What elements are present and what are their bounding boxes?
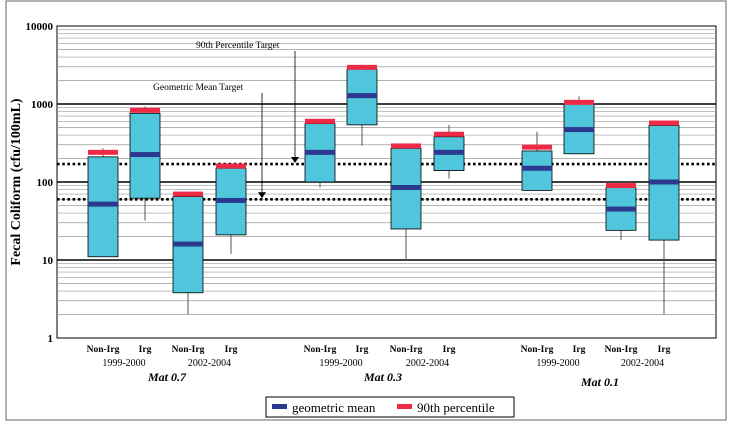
p90-marker [522,144,552,150]
p90-marker [649,120,679,126]
target-lines [57,162,716,201]
geomean-marker [173,241,203,247]
y-tick-label: 1 [48,333,54,345]
annotation-geomean-target: Geometric Mean Target [153,83,244,93]
site-label: Mat 0.3 [363,370,402,384]
p90-marker [606,183,636,189]
geomean-marker [130,152,160,158]
category-label: Non-Irg [87,345,120,355]
period-label: 1999-2000 [536,358,579,369]
box-plots [87,64,680,315]
labels: Non-Irg Irg Non-Irg Irg Non-Irg Irg Non-Irg Irg… [87,41,671,389]
legend-label-p90: 90th percentile [417,400,495,415]
geomean-marker [649,179,679,185]
period-label: 2002-2004 [188,358,231,369]
p90-marker [564,99,594,105]
y-tick-label: 100 [37,177,54,189]
category-label: Irg [573,345,586,355]
category-label: Non-Irg [304,345,337,355]
geomean-marker [347,93,377,99]
legend: geometric mean 90th percentile [265,396,515,418]
y-tick-label: 1000 [31,99,54,111]
category-label: Irg [443,345,456,355]
geomean-marker [564,127,594,133]
period-label: 1999-2000 [319,358,362,369]
y-tick-label: 10 [42,255,54,267]
annotation-arrowhead [258,192,266,199]
axes: 1 10 100 1000 10000 Fecal Coliform (cfu/100mL… [9,21,54,345]
category-label: Non-Irg [172,345,205,355]
category-label: Non-Irg [390,345,423,355]
geomean-marker [305,149,335,155]
annotation-90th-target: 90th Percentile Target [196,41,280,51]
category-label: Non-Irg [521,345,554,355]
y-axis-title: Fecal Coliform (cfu/100mL) [9,98,24,266]
p90-marker [347,64,377,70]
category-label: Irg [356,345,369,355]
box [87,156,119,258]
period-label: 2002-2004 [621,358,664,369]
geomean-marker [522,165,552,171]
legend-swatch-geomean [272,404,287,409]
geomean-marker [88,201,118,207]
category-label: Irg [139,345,152,355]
geomean-marker [216,197,246,203]
y-tick-label: 10000 [26,21,54,33]
category-label: Non-Irg [605,345,638,355]
geomean-marker [391,185,421,191]
period-label: 2002-2004 [406,358,449,369]
grid-lines [56,25,717,339]
p90-marker [434,131,464,137]
geomean-marker [606,206,636,212]
annotation-arrowhead [291,157,299,164]
category-label: Irg [225,345,238,355]
p90-marker [88,149,118,155]
period-label: 1999-2000 [102,358,145,369]
geomean-marker [434,149,464,155]
site-label: Mat 0.7 [147,370,187,384]
p90-marker [173,191,203,197]
p90-marker [391,143,421,149]
legend-box [265,396,515,418]
p90-marker [130,107,160,113]
category-label: Irg [658,345,671,355]
legend-label-geomean: geometric mean [292,400,376,415]
site-label: Mat 0.1 [580,375,619,389]
p90-marker [216,163,246,169]
p90-marker [305,118,335,124]
legend-swatch-p90 [397,404,412,409]
